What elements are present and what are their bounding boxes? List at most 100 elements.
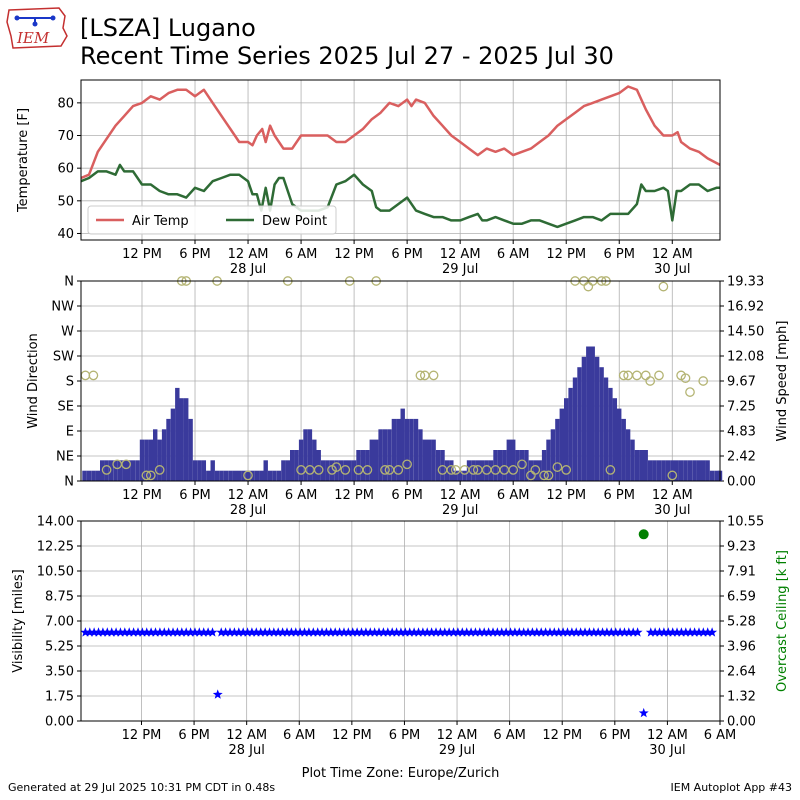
ceiling-ylabel: Overcast Ceiling [k ft]	[775, 550, 790, 692]
visibility-marker	[413, 627, 424, 637]
wind-xtick-sublabel: 29 Jul	[442, 503, 478, 518]
visibility-marker	[523, 627, 533, 637]
visibility-marker	[181, 627, 192, 637]
visibility-marker	[312, 627, 323, 637]
visibility-marker	[325, 627, 336, 637]
wind-speed-bar	[692, 460, 697, 481]
wind-direction-marker	[658, 281, 669, 292]
visibility-marker	[89, 627, 100, 637]
wind-speed-bar	[661, 460, 666, 481]
wind-direction-marker	[145, 470, 156, 481]
wind-xtick-label: 6 PM	[604, 488, 635, 503]
wind-speed-bar	[237, 470, 242, 481]
temp-xtick-sublabel: 30 Jul	[654, 262, 690, 277]
wind-speed-bar	[378, 429, 383, 481]
visibility-marker	[119, 627, 130, 637]
temp-ytick-label: 70	[57, 129, 74, 144]
app-footer: IEM Autoplot App #43	[670, 781, 793, 794]
wind-xtick-label: 12 AM	[228, 488, 269, 503]
wind-speed-bar	[550, 429, 556, 481]
wind-direction-marker	[101, 465, 112, 475]
wind-direction-marker	[698, 376, 709, 386]
visibility-marker	[282, 627, 292, 637]
visibility-marker	[593, 627, 604, 637]
ceiling-ytick-label: 2.64	[727, 665, 756, 680]
dew-point-line	[80, 163, 720, 229]
temp-ylabel: Temperature [F]	[16, 108, 31, 213]
wind-xtick-label: 6 AM	[285, 488, 318, 503]
temp-xtick-label: 12 AM	[440, 247, 481, 262]
wind-speed-bar	[639, 450, 644, 481]
wind-speed-bar	[568, 387, 573, 481]
wind-xtick-label: 12 PM	[546, 488, 586, 503]
visibility-marker	[102, 627, 113, 637]
wind-speed-tick-label: 9.67	[727, 375, 756, 390]
visibility-marker	[580, 627, 590, 637]
wind-speed-bar	[652, 460, 657, 481]
wind-speed-bar	[678, 460, 684, 481]
temp-ytick-label: 60	[57, 162, 74, 177]
wind-speed-bar	[648, 460, 653, 481]
wind-dir-tick-label: N	[64, 475, 74, 490]
wind-speed-bar	[683, 460, 688, 481]
legend-label-dew-point: Dew Point	[262, 214, 327, 229]
wind-direction-marker	[530, 465, 541, 475]
wind-speed-bar	[139, 439, 145, 481]
ceiling-ytick-label: 7.91	[727, 565, 756, 580]
visibility-marker	[124, 627, 135, 637]
wind-direction-marker	[380, 465, 390, 475]
wind-speed-bar	[594, 356, 600, 481]
visibility-marker	[606, 627, 617, 637]
wind-xtick-label: 12 PM	[334, 488, 374, 503]
visibility-marker	[667, 627, 678, 637]
visibility-marker	[396, 627, 406, 637]
wind-dir-tick-label: N	[64, 275, 74, 290]
vis-ytick-label: 1.75	[45, 690, 74, 705]
visibility-marker	[290, 627, 301, 637]
visibility-marker	[439, 627, 450, 637]
temp-ytick-label: 40	[57, 227, 74, 242]
wind-speed-bar	[263, 460, 268, 481]
wind-direction-marker	[428, 370, 439, 381]
wind-xtick-sublabel: 30 Jul	[654, 503, 690, 518]
wind-speed-bar	[674, 460, 679, 481]
visibility-marker	[133, 627, 143, 637]
wind-speed-bar	[541, 450, 547, 481]
wind-speed-bar	[170, 408, 176, 481]
temp-xtick-label: 6 PM	[179, 247, 210, 262]
wind-speed-bar	[153, 429, 158, 481]
wind-speed-bar	[214, 470, 220, 481]
wind-speed-bar	[462, 470, 467, 481]
wind-speed-bar	[312, 439, 317, 481]
wind-direction-marker	[393, 465, 404, 475]
wind-xtick-label: 12 PM	[122, 488, 162, 503]
wind-speed-bar	[126, 460, 131, 481]
wind-speed-bar	[634, 450, 640, 481]
wind-speed-bar	[232, 470, 238, 481]
wind-speed-bar	[267, 470, 273, 481]
temp-xtick-sublabel: 28 Jul	[230, 262, 266, 277]
wind-speed-bar	[294, 450, 299, 481]
wind-direction-marker	[685, 387, 695, 397]
wind-panel-frame	[80, 280, 721, 482]
wind-direction-marker	[243, 470, 253, 481]
wind-speed-bar	[427, 439, 432, 481]
visibility-marker	[176, 627, 187, 637]
visibility-marker	[694, 627, 704, 637]
wind-speed-tick-label: 14.50	[727, 325, 764, 340]
visibility-marker	[562, 627, 573, 637]
vis-xtick-sublabel: 28 Jul	[228, 743, 264, 758]
wind-direction-marker	[680, 373, 691, 384]
visibility-marker	[251, 627, 262, 637]
visibility-marker	[466, 627, 476, 637]
temp-xtick-label: 12 AM	[652, 247, 693, 262]
visibility-marker	[638, 707, 649, 718]
wind-speed-bar	[435, 450, 441, 481]
wind-direction-marker	[517, 459, 527, 470]
wind-speed-bar	[228, 470, 233, 481]
visibility-marker	[159, 627, 170, 637]
vis-xtick-label: 6 PM	[599, 728, 630, 743]
wind-direction-marker	[645, 376, 656, 386]
wind-direction-marker	[583, 281, 594, 292]
